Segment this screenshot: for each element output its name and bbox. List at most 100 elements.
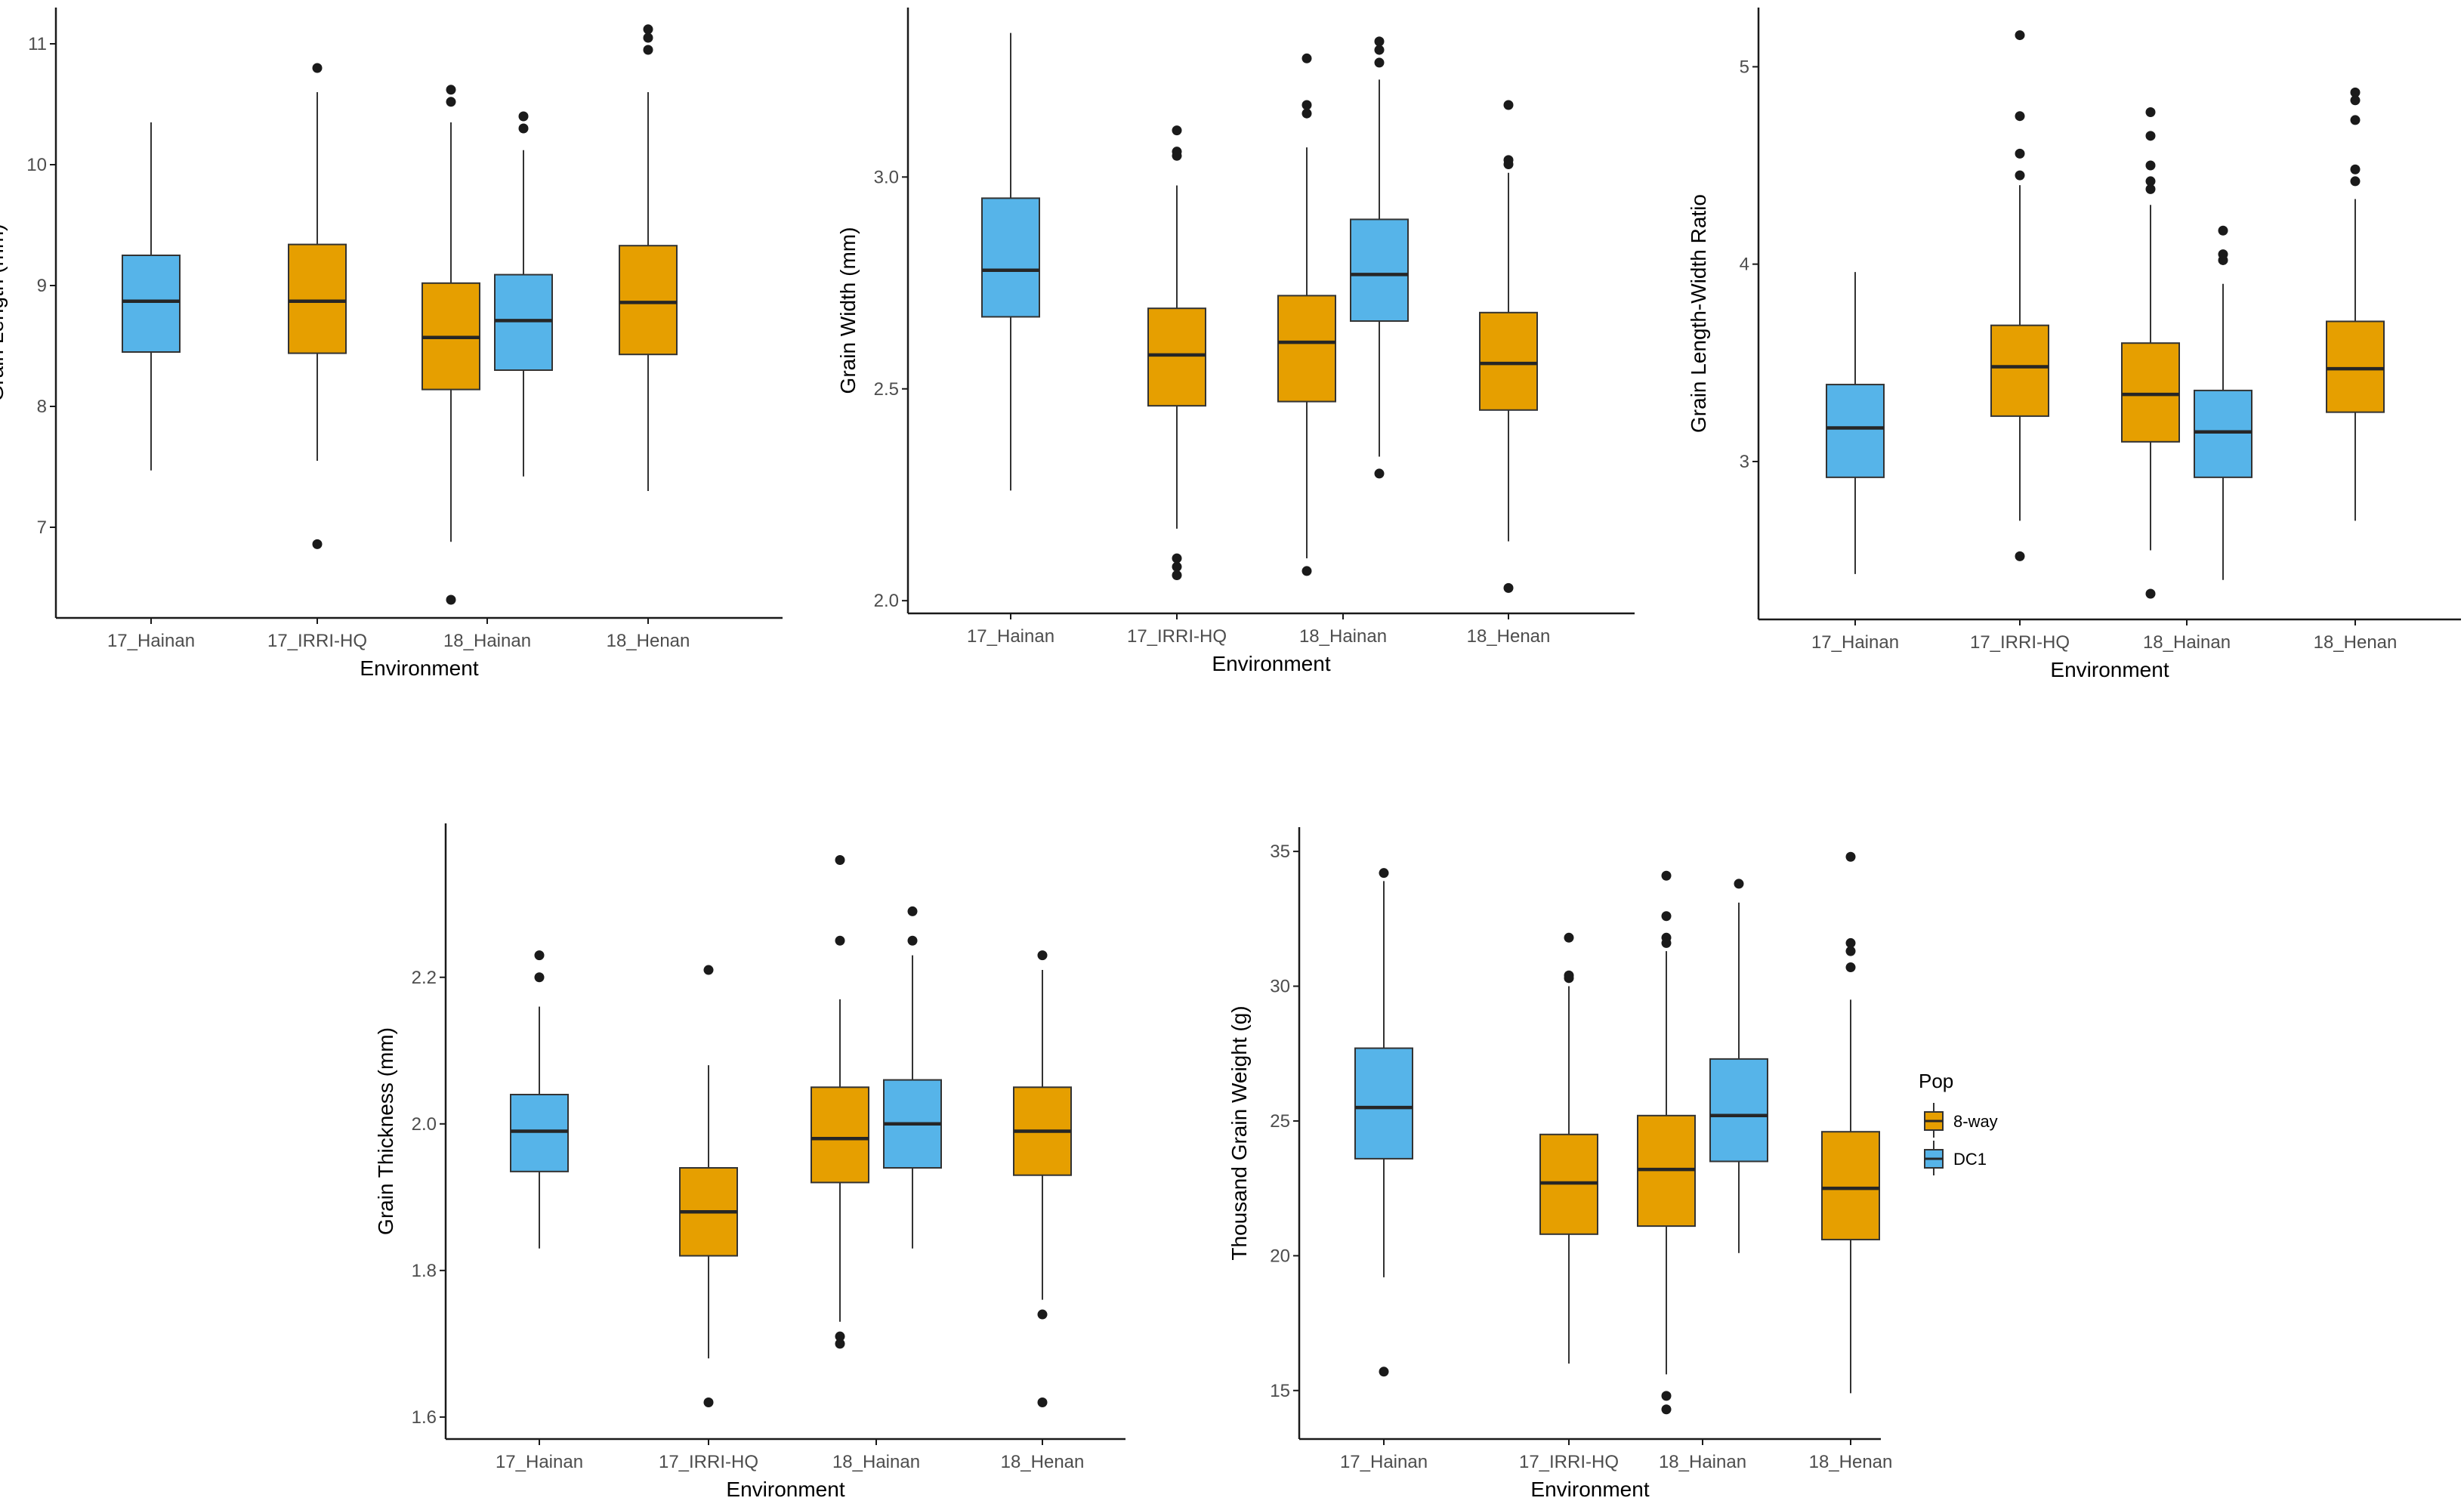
box-18_Hainan-8-way <box>2121 107 2180 599</box>
outlier-point <box>643 45 653 55</box>
outlier-point <box>835 855 845 866</box>
outlier-point <box>835 1339 845 1349</box>
y-tick-label: 2.0 <box>412 1114 437 1135</box>
box-iqr <box>2121 342 2180 443</box>
x-tick-label: 17_IRRI-HQ <box>267 631 367 651</box>
outlier-point <box>2145 160 2156 171</box>
box-iqr <box>981 197 1040 318</box>
outlier-point <box>1374 45 1385 55</box>
chart-panel-1: 7 8 9 10 11 17_Hainan 17_IRRI-HQ 18_Hainan 18_He… <box>0 8 783 680</box>
box-iqr <box>2194 389 2252 478</box>
box-18_Hainan-DC1 <box>2194 225 2252 580</box>
y-axis-title: Grain Length-Width Ratio <box>1687 194 1710 433</box>
outlier-point <box>2350 176 2361 187</box>
outlier-point <box>518 123 529 134</box>
outlier-point <box>312 63 323 73</box>
y-tick-label: 7 <box>37 517 47 538</box>
outlier-point <box>2145 588 2156 599</box>
x-axis-title: Environment <box>360 656 478 680</box>
box-17_Hainan-DC1 <box>981 32 1040 491</box>
box-17_IRRI-HQ-8-way <box>1539 932 1598 1364</box>
outlier-point <box>1037 1397 1048 1407</box>
box-18_Hainan-DC1 <box>883 906 942 1249</box>
x-tick-label: 17_IRRI-HQ <box>1970 632 2070 653</box>
outlier-point <box>1172 553 1182 564</box>
y-tick-label: 35 <box>1270 842 1290 862</box>
outlier-point <box>518 111 529 122</box>
chart-panel-2: 2.0 2.5 3.0 17_Hainan 17_IRRI-HQ 18_Hainan 18_… <box>836 8 1635 675</box>
outlier-point <box>2015 170 2025 181</box>
box-18_Hainan-DC1 <box>1709 879 1768 1253</box>
y-tick-label: 10 <box>26 155 47 175</box>
outlier-point <box>2218 249 2228 260</box>
legend: Pop 8-way DC1 <box>1919 1070 1998 1175</box>
x-tick-label: 18_Henan <box>2314 632 2398 653</box>
outlier-point <box>1661 1404 1672 1415</box>
outlier-point <box>446 594 456 605</box>
box-iqr <box>1350 218 1409 323</box>
x-tick-label: 18_Hainan <box>832 1452 920 1472</box>
legend-key-8-way <box>1924 1103 1944 1138</box>
outlier-point <box>1301 100 1312 110</box>
y-axis-title: Grain Width (mm) <box>836 227 860 394</box>
chart-panel-3: 3 4 5 17_Hainan 17_IRRI-HQ 18_Hainan 18_Henan E… <box>1687 8 2461 681</box>
x-axis-title: Environment <box>726 1478 844 1501</box>
legend-label-DC1: DC1 <box>1953 1150 1987 1169</box>
outlier-point <box>446 85 456 95</box>
box-17_IRRI-HQ-8-way <box>288 63 347 549</box>
outlier-point <box>2350 87 2361 97</box>
box-18_Hainan-8-way <box>1637 870 1696 1415</box>
outlier-point <box>534 972 545 983</box>
outlier-point <box>2015 551 2025 561</box>
outlier-point <box>1374 468 1385 479</box>
box-iqr <box>494 273 553 372</box>
box-17_IRRI-HQ-8-way <box>1147 125 1206 581</box>
outlier-point <box>1374 57 1385 68</box>
outlier-point <box>2350 164 2361 174</box>
box-iqr <box>1354 1047 1413 1160</box>
outlier-point <box>1172 561 1182 572</box>
legend-title: Pop <box>1919 1070 1953 1092</box>
outlier-point <box>2350 95 2361 106</box>
outlier-point <box>835 1331 845 1342</box>
box-17_IRRI-HQ-8-way <box>1990 30 2049 561</box>
outlier-point <box>1564 970 1574 981</box>
box-iqr <box>619 245 678 356</box>
outlier-point <box>2350 115 2361 125</box>
y-tick-label: 11 <box>28 34 47 54</box>
x-axis-title: Environment <box>1212 652 1330 675</box>
outlier-point <box>1172 147 1182 157</box>
box-18_Henan-8-way <box>2326 87 2385 521</box>
y-tick-label: 2.5 <box>874 379 899 400</box>
y-tick-label: 3 <box>1740 452 1749 472</box>
x-tick-label: 17_Hainan <box>107 631 195 651</box>
x-tick-label: 17_IRRI-HQ <box>1127 626 1227 647</box>
outlier-point <box>312 539 323 549</box>
outlier-point <box>2015 111 2025 122</box>
box-iqr <box>1479 311 1538 411</box>
outlier-point <box>835 935 845 946</box>
x-tick-label: 18_Hainan <box>2143 632 2231 653</box>
outlier-point <box>1374 36 1385 47</box>
y-tick-label: 2.2 <box>412 968 437 988</box>
y-tick-label: 2.0 <box>874 591 899 611</box>
x-tick-label: 18_Hainan <box>1299 626 1387 647</box>
box-18_Hainan-8-way <box>421 85 480 605</box>
outlier-point <box>1845 962 1856 973</box>
outlier-point <box>1037 1309 1048 1320</box>
outlier-point <box>1172 125 1182 136</box>
y-axis-title: Grain Thickness (mm) <box>374 1027 397 1235</box>
y-tick-label: 5 <box>1740 57 1749 77</box>
y-tick-label: 9 <box>37 276 47 296</box>
outlier-point <box>2145 176 2156 187</box>
box-17_Hainan-DC1 <box>1354 868 1413 1377</box>
x-tick-label: 18_Hainan <box>1659 1452 1746 1472</box>
box-18_Hainan-DC1 <box>1350 36 1409 479</box>
outlier-point <box>1172 570 1182 581</box>
y-tick-label: 30 <box>1270 977 1290 997</box>
chart-panel-4: 1.6 1.8 2.0 2.2 17_Hainan 17_IRRI-HQ 18_Hainan… <box>374 823 1125 1501</box>
outlier-point <box>907 935 918 946</box>
outlier-point <box>1503 155 1514 165</box>
box-iqr <box>1147 307 1206 407</box>
